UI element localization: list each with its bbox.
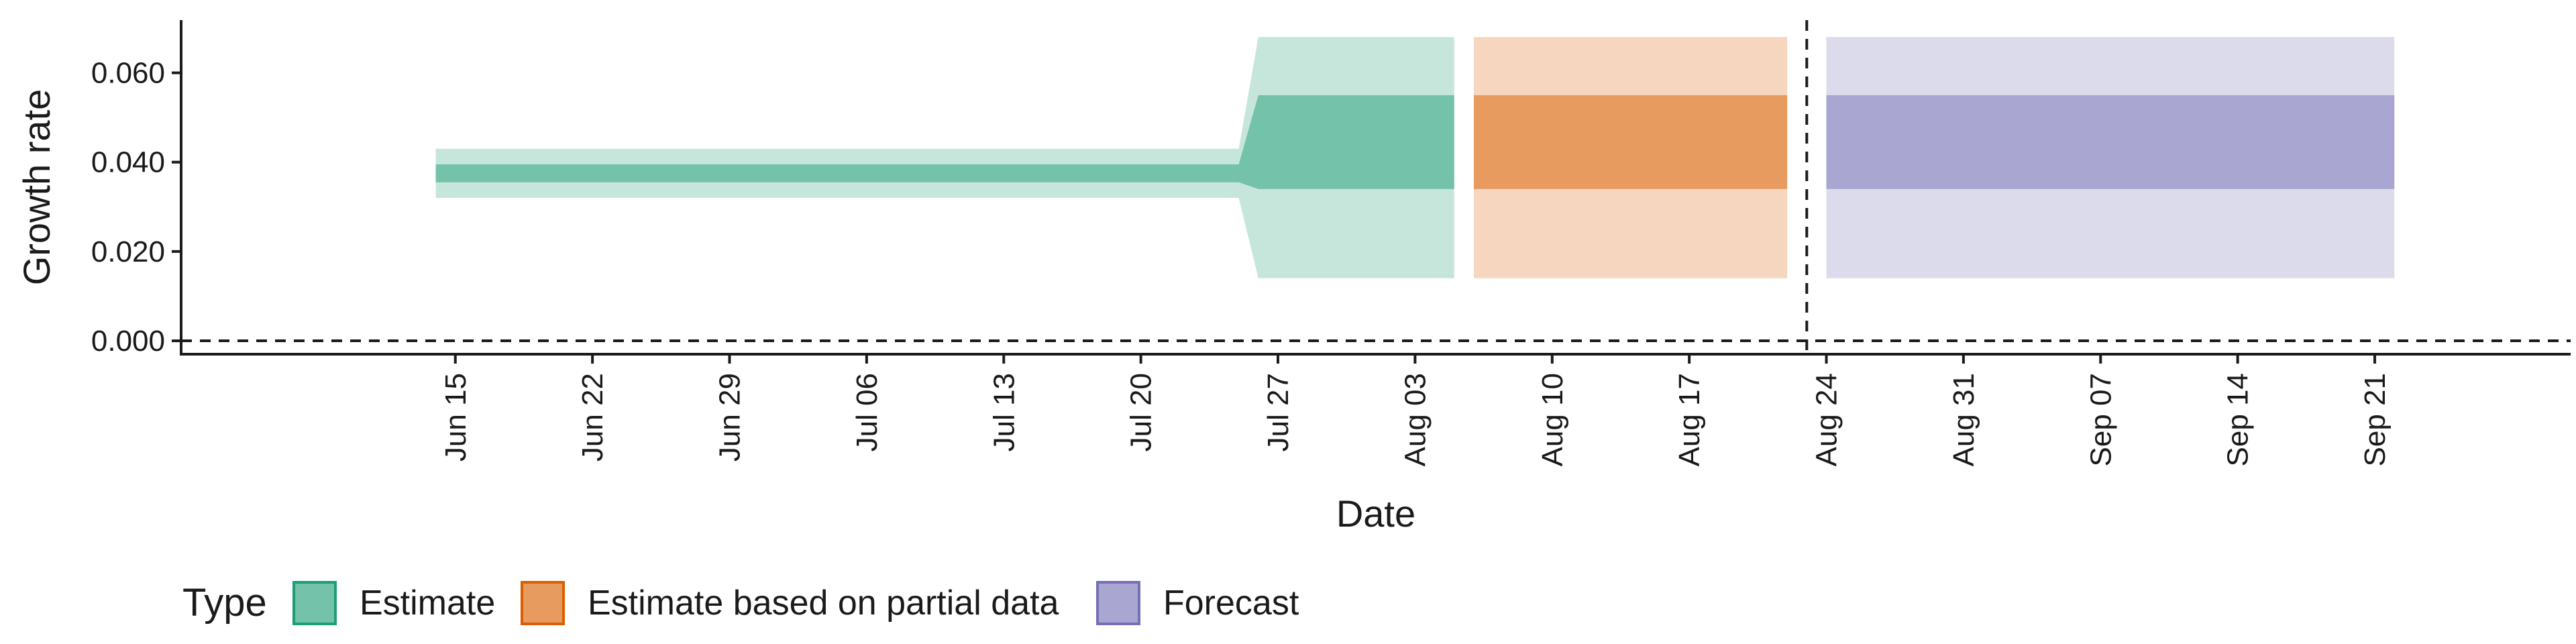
band-50-2 [1826,95,2395,189]
y-tick-label: 0.040 [91,146,165,179]
y-tick-label: 0.000 [91,325,165,358]
tick-layer: 0.000 0.020 0.040 0.060 Jun 15 Jun 22 Jun 29 Ju… [91,57,2392,467]
x-tick-label: Aug 31 [1947,373,1980,466]
band-layer [435,37,2395,278]
x-tick-label: Jun 29 [714,373,747,462]
x-axis-title: Date [1336,492,1415,535]
band-50-1 [1474,95,1788,189]
band-90-0 [435,37,1454,278]
x-tick-label: Jul 06 [851,373,883,451]
x-tick-label: Jul 13 [987,373,1020,451]
x-tick-label: Jun 22 [576,373,609,462]
legend-label-0: Estimate [360,584,495,623]
x-tick-label: Sep 14 [2222,373,2255,466]
legend-title: Type [182,581,267,625]
legend-label-2: Forecast [1163,584,1299,623]
legend: Type Estimate Estimate based on partial d… [182,581,1299,625]
x-tick-label: Jun 15 [439,373,472,462]
x-tick-label: Aug 24 [1811,373,1843,466]
y-tick-label: 0.060 [91,57,165,90]
x-tick-label: Sep 07 [2084,373,2117,466]
x-tick-label: Jul 20 [1125,373,1158,451]
x-tick-label: Aug 17 [1673,373,1706,466]
x-tick-label: Sep 21 [2359,373,2392,466]
legend-key-1 [521,581,565,625]
x-tick-label: Aug 03 [1399,373,1432,466]
y-axis-title: Growth rate [15,89,58,286]
reference-lines [181,20,2571,354]
x-tick-label: Aug 10 [1536,373,1569,466]
band-50-0 [435,95,1454,189]
x-tick-label: Jul 27 [1262,373,1295,451]
legend-key-2 [1096,581,1140,625]
axes-layer [180,20,2571,356]
legend-key-0 [292,581,337,625]
legend-label-1: Estimate based on partial data [588,584,1059,623]
y-tick-label: 0.020 [91,235,165,268]
